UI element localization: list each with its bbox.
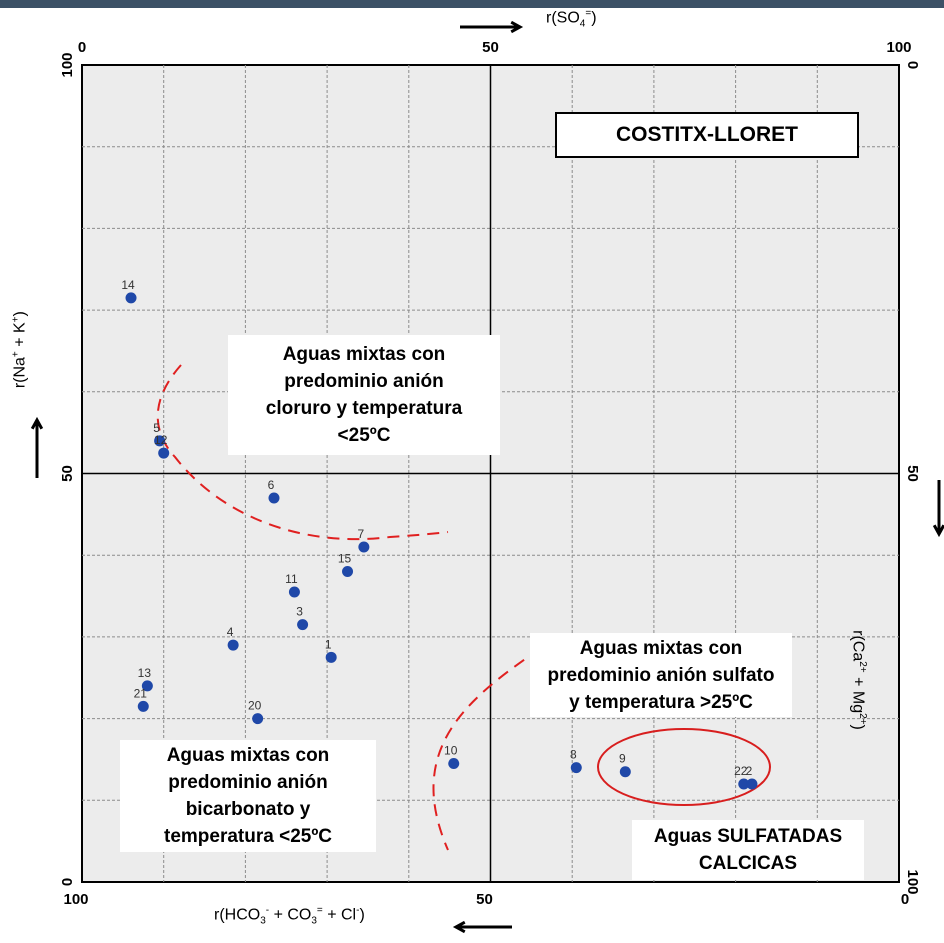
axis-label-part: 3 xyxy=(260,915,266,927)
axis-label-part: r(HCO xyxy=(214,906,261,924)
bottom-axis-label: r(HCO3- + CO3= + Cl-) xyxy=(214,905,365,927)
bottom-axis-arrow xyxy=(452,920,512,934)
data-point xyxy=(141,680,153,692)
data-point xyxy=(288,586,300,598)
axis-label-part: 2+ xyxy=(857,661,868,673)
data-point-label: 9 xyxy=(619,752,626,766)
data-point-label: 21 xyxy=(134,686,148,700)
axis-label-part: = xyxy=(585,8,592,19)
boundary-curves xyxy=(156,364,558,851)
chart-title: COSTITX-LLORET xyxy=(555,112,859,158)
right-axis-label: r(Ca2+ + Mg2+) xyxy=(849,600,868,760)
bottom-tick-label: 100 xyxy=(63,891,88,908)
data-point xyxy=(619,766,631,778)
axis-label-part: + K xyxy=(11,322,29,352)
data-point xyxy=(570,762,582,774)
axis-label-part: - xyxy=(356,905,360,916)
top-axis-arrow-head xyxy=(510,20,524,34)
annotation-chloride: Aguas mixtas con predominio anión clorur… xyxy=(228,335,500,455)
bottom-tick-label: 0 xyxy=(901,891,909,908)
boundary-curve-sulfate xyxy=(432,636,558,851)
top-tick-label: 0 xyxy=(78,39,86,56)
data-point-label: 15 xyxy=(338,552,352,566)
left-tick-label: 100 xyxy=(59,52,76,77)
data-point-label: 11 xyxy=(285,572,298,586)
axis-label-part: + xyxy=(10,316,22,323)
data-point xyxy=(252,713,264,725)
data-point xyxy=(342,566,354,578)
axis-label-part: + xyxy=(10,351,22,358)
data-point-label: 14 xyxy=(121,278,135,292)
data-point-label: 4 xyxy=(227,625,234,639)
data-point-label: 22 xyxy=(734,764,748,778)
right-tick-label: 50 xyxy=(904,465,921,482)
axis-arrows xyxy=(30,20,944,934)
data-point xyxy=(738,778,750,790)
axis-label-part: 3 xyxy=(311,915,317,927)
axis-label-part: ) xyxy=(591,9,597,27)
data-point xyxy=(297,619,309,631)
data-point-label: 7 xyxy=(358,527,365,541)
axis-label-part: + CO xyxy=(269,906,312,924)
axis-label-part: ) xyxy=(359,906,365,924)
sulfated-ellipse xyxy=(597,728,771,806)
annotation-bicarbonate: Aguas mixtas con predominio anión bicarb… xyxy=(120,740,376,852)
axis-label-part: ) xyxy=(849,724,867,730)
top-bar xyxy=(0,0,944,8)
data-point xyxy=(358,541,370,553)
data-point-label: 13 xyxy=(138,666,152,680)
data-point-label: 8 xyxy=(570,748,577,762)
data-point xyxy=(227,639,239,651)
right-tick-label: 100 xyxy=(904,869,921,894)
data-point xyxy=(746,778,758,790)
left-tick-label: 50 xyxy=(59,465,76,482)
data-point-label: 20 xyxy=(248,699,262,713)
axis-label-part: r(Ca xyxy=(849,630,867,662)
data-point xyxy=(125,292,137,304)
data-point-label: 5 xyxy=(153,421,160,435)
top-axis-label: r(SO4=) xyxy=(546,8,597,30)
axis-label-part: ) xyxy=(11,311,29,317)
data-point-label: 3 xyxy=(296,605,303,619)
axis-label-part: r(SO xyxy=(546,9,580,27)
axis-label-part: 2+ xyxy=(857,713,868,725)
left-tick-label: 0 xyxy=(59,878,76,886)
data-point-label: 10 xyxy=(444,744,458,758)
axis-label-part: + Mg xyxy=(849,672,867,714)
boundary-curve-chloride xyxy=(156,364,449,541)
data-point xyxy=(154,435,166,447)
right-axis-arrow-head xyxy=(932,524,944,538)
left-axis-arrow-head xyxy=(30,416,44,430)
bottom-axis-arrow-head xyxy=(452,920,466,934)
data-point-label: 1 xyxy=(325,637,332,651)
axis-label-part: = xyxy=(316,905,323,916)
data-point xyxy=(268,492,280,504)
data-point xyxy=(325,651,337,663)
bottom-tick-label: 50 xyxy=(476,891,493,908)
data-point-label: 12 xyxy=(154,433,168,447)
axis-label-part: r(Na xyxy=(11,357,29,389)
data-point xyxy=(158,447,170,459)
right-tick-label: 0 xyxy=(904,61,921,69)
data-point-label: 2 xyxy=(746,764,753,778)
annotation-sulfated: Aguas SULFATADAS CALCICAS xyxy=(632,820,864,880)
left-axis-arrow xyxy=(30,416,44,478)
left-axis-label: r(Na+ + K+) xyxy=(10,290,29,410)
top-tick-label: 100 xyxy=(886,39,911,56)
top-tick-label: 50 xyxy=(482,39,499,56)
top-axis-arrow xyxy=(460,20,524,34)
axis-label-part: 4 xyxy=(579,18,586,30)
data-point xyxy=(448,758,460,770)
right-axis-arrow xyxy=(932,480,944,538)
data-point xyxy=(137,700,149,712)
annotation-sulfate: Aguas mixtas con predominio anión sulfat… xyxy=(530,633,792,717)
axis-label-part: + Cl xyxy=(322,906,357,924)
axis-label-part: - xyxy=(265,905,270,916)
data-point-label: 6 xyxy=(268,478,275,492)
